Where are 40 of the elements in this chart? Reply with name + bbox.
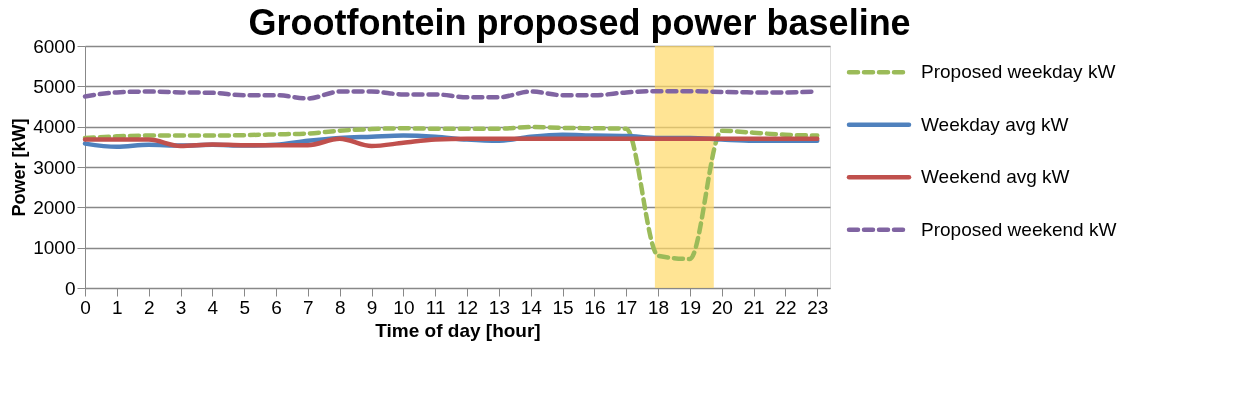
- x-tick-label: 16: [584, 296, 606, 318]
- y-tick-label: 2000: [33, 196, 76, 218]
- x-tick-label: 9: [366, 296, 378, 318]
- x-tick-label: 15: [552, 296, 574, 318]
- x-tick-label: 1: [112, 296, 123, 318]
- y-tick-label: 3000: [33, 156, 76, 178]
- y-tick-label: 1000: [33, 237, 76, 259]
- legend-label: Proposed weekend kW: [921, 218, 1117, 240]
- legend-label: Weekend avg kW: [921, 166, 1070, 188]
- x-tick-label: 7: [303, 296, 314, 318]
- x-tick-label: 4: [207, 296, 219, 318]
- x-tick-label: 11: [425, 296, 446, 318]
- y-tick-label: 5000: [33, 75, 76, 97]
- x-tick-label: 12: [456, 296, 479, 318]
- x-tick-label: 10: [393, 296, 415, 318]
- x-tick-label: 19: [679, 296, 701, 318]
- y-tick-label: 0: [64, 277, 76, 299]
- legend-label: Proposed weekday kW: [921, 61, 1116, 83]
- y-tick-label: 6000: [33, 35, 76, 57]
- x-tick-label: 2: [143, 296, 155, 318]
- y-tick-label: 4000: [33, 116, 76, 138]
- x-tick-label: 3: [175, 296, 187, 318]
- x-tick-label: 21: [743, 296, 765, 318]
- x-tick-label: 5: [239, 296, 250, 318]
- y-axis-title: Power [kW]: [9, 118, 30, 217]
- x-tick-label: 18: [648, 296, 670, 318]
- x-tick-label: 14: [520, 296, 543, 318]
- x-tick-label: 22: [775, 296, 797, 318]
- line-series: [82, 136, 820, 149]
- x-tick-label: 23: [807, 296, 829, 318]
- x-tick-label: 6: [271, 296, 282, 318]
- chart-title: Grootfontein proposed power baseline: [248, 1, 911, 43]
- line-series: [82, 124, 820, 262]
- x-tick-label: 13: [488, 296, 510, 318]
- x-tick-label: 8: [334, 296, 346, 318]
- x-tick-label: 0: [80, 296, 91, 318]
- x-tick-label: 17: [616, 296, 638, 318]
- x-axis-title: Time of day [hour]: [375, 319, 541, 341]
- legend-label: Weekday avg kW: [921, 113, 1069, 135]
- x-tick-label: 20: [711, 296, 733, 318]
